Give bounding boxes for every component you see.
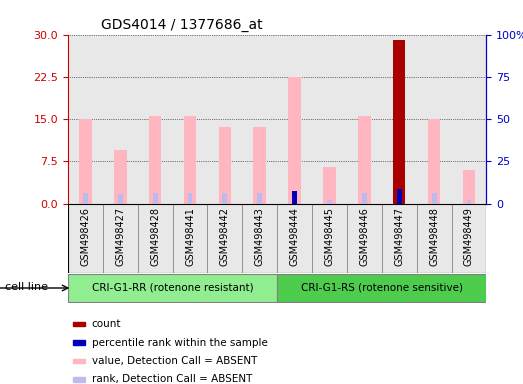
Bar (138, 204, 173, 273)
Bar (242, 35, 277, 204)
Bar (257, 192, 262, 204)
Bar (103, 35, 138, 204)
Bar (188, 192, 192, 204)
Text: GSM498427: GSM498427 (115, 207, 126, 266)
Bar (431, 192, 437, 204)
Text: GSM498443: GSM498443 (255, 207, 265, 266)
Text: count: count (92, 319, 121, 329)
Bar (73, 359, 85, 363)
Bar (138, 35, 173, 204)
Text: GSM498449: GSM498449 (464, 207, 474, 266)
Bar (467, 200, 471, 204)
Bar (463, 170, 475, 204)
Bar (73, 340, 85, 345)
Bar (382, 204, 417, 273)
Bar (393, 40, 405, 204)
Bar (292, 191, 297, 204)
Text: value, Detection Call = ABSENT: value, Detection Call = ABSENT (92, 356, 257, 366)
Text: GSM498447: GSM498447 (394, 207, 404, 266)
Bar (79, 119, 92, 204)
Bar (417, 204, 451, 273)
Bar (173, 35, 208, 204)
Text: GSM498442: GSM498442 (220, 207, 230, 266)
Text: GSM498444: GSM498444 (290, 207, 300, 266)
Text: CRI-G1-RS (rotenone sensitive): CRI-G1-RS (rotenone sensitive) (301, 283, 463, 293)
Bar (68, 204, 103, 273)
Bar (114, 150, 127, 204)
Bar (393, 40, 405, 204)
Bar (242, 204, 277, 273)
Bar (219, 127, 231, 204)
Bar (323, 167, 336, 204)
Text: GSM498448: GSM498448 (429, 207, 439, 266)
Bar (83, 192, 88, 204)
Bar (312, 35, 347, 204)
Bar (451, 204, 486, 273)
Bar (208, 35, 242, 204)
Bar (184, 116, 196, 204)
Text: CRI-G1-RR (rotenone resistant): CRI-G1-RR (rotenone resistant) (92, 283, 254, 293)
Text: GSM498441: GSM498441 (185, 207, 195, 266)
Bar (68, 35, 103, 204)
Bar (397, 189, 402, 204)
Bar (362, 192, 367, 204)
Bar (153, 192, 157, 204)
Text: cell line: cell line (5, 282, 48, 292)
Text: GSM498428: GSM498428 (150, 207, 160, 266)
Bar (347, 35, 382, 204)
Bar (347, 204, 382, 273)
Text: GSM498446: GSM498446 (359, 207, 369, 266)
Bar (277, 35, 312, 204)
Bar (312, 204, 347, 273)
Bar (417, 35, 451, 204)
Bar (73, 322, 85, 326)
Bar (292, 191, 297, 204)
Bar (149, 116, 162, 204)
Text: GDS4014 / 1377686_at: GDS4014 / 1377686_at (101, 18, 263, 32)
Bar (254, 127, 266, 204)
Bar (68, 274, 277, 302)
Bar (358, 116, 371, 204)
Bar (451, 35, 486, 204)
Bar (118, 194, 123, 204)
Bar (173, 204, 208, 273)
Bar (208, 204, 242, 273)
Bar (277, 274, 486, 302)
Text: rank, Detection Call = ABSENT: rank, Detection Call = ABSENT (92, 374, 252, 384)
Text: GSM498445: GSM498445 (324, 207, 335, 266)
Text: percentile rank within the sample: percentile rank within the sample (92, 338, 268, 348)
Bar (103, 204, 138, 273)
Bar (288, 77, 301, 204)
Bar (428, 119, 440, 204)
Text: GSM498426: GSM498426 (81, 207, 90, 266)
Bar (222, 192, 228, 204)
Bar (382, 35, 417, 204)
Bar (397, 189, 402, 204)
Bar (73, 377, 85, 382)
Bar (327, 200, 332, 204)
Bar (277, 204, 312, 273)
